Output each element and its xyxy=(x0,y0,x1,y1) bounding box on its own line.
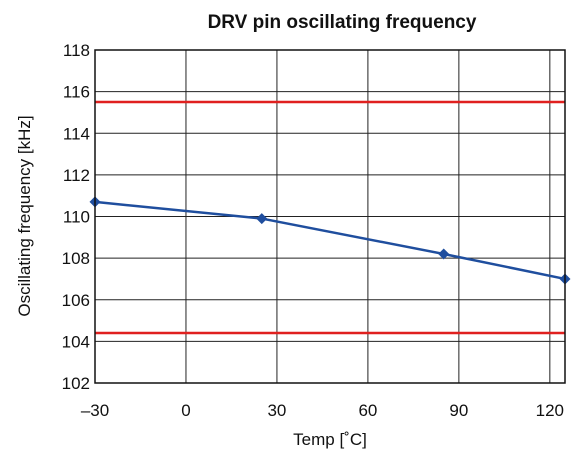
y-tick-label: 118 xyxy=(63,41,90,60)
x-tick-label: 90 xyxy=(449,401,468,420)
grid xyxy=(95,50,565,383)
data-point xyxy=(256,213,268,225)
x-tick-label: –30 xyxy=(81,401,109,420)
x-tick-label: 120 xyxy=(536,401,564,420)
plot-frame xyxy=(94,49,566,384)
x-tick-label: 0 xyxy=(181,401,190,420)
x-axis-label: Temp [˚C] xyxy=(293,430,367,449)
data-point xyxy=(438,248,450,260)
y-tick-label: 114 xyxy=(63,124,90,143)
y-axis-label: Oscillating frequency [kHz] xyxy=(15,115,34,316)
y-tick-labels: 102 104 106 108 110 112 114 116 118 xyxy=(62,41,90,393)
x-tick-label: 30 xyxy=(267,401,286,420)
limit-lines xyxy=(95,100,565,335)
series-line xyxy=(94,200,566,281)
y-tick-label: 106 xyxy=(62,291,90,310)
y-tick-label: 102 xyxy=(62,374,90,393)
y-tick-label: 112 xyxy=(63,166,90,185)
chart-title: DRV pin oscillating frequency xyxy=(208,12,477,33)
x-tick-labels: –30 0 30 60 90 120 xyxy=(81,401,564,420)
y-tick-label: 116 xyxy=(63,83,90,102)
x-tick-label: 60 xyxy=(358,401,377,420)
y-tick-label: 108 xyxy=(62,249,90,268)
y-tick-label: 110 xyxy=(63,208,90,227)
series-group xyxy=(89,196,571,285)
y-tick-label: 104 xyxy=(62,332,90,351)
